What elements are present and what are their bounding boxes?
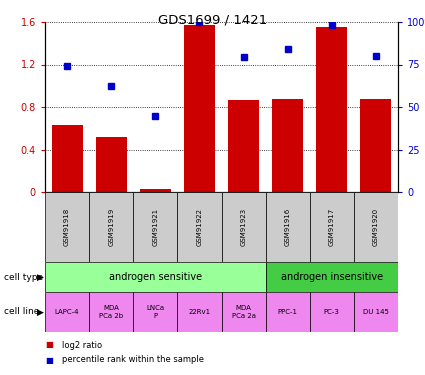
Text: GSM91918: GSM91918	[64, 208, 70, 246]
Bar	[316, 27, 347, 192]
Text: PPC-1: PPC-1	[278, 309, 298, 315]
Bar	[51, 125, 82, 192]
Bar	[228, 100, 259, 192]
Text: GSM91917: GSM91917	[329, 208, 335, 246]
Text: GSM91919: GSM91919	[108, 208, 114, 246]
Bar	[184, 25, 215, 192]
Text: MDA
PCa 2b: MDA PCa 2b	[99, 306, 123, 318]
Text: cell line: cell line	[4, 308, 40, 316]
Text: GSM91923: GSM91923	[241, 208, 246, 246]
Text: DU 145: DU 145	[363, 309, 389, 315]
Text: GDS1699 / 1421: GDS1699 / 1421	[158, 13, 267, 26]
Bar	[272, 99, 303, 192]
Text: ■: ■	[45, 356, 53, 364]
Text: LNCa
P: LNCa P	[146, 306, 164, 318]
Text: ▶: ▶	[37, 273, 44, 282]
Bar	[354, 292, 398, 332]
Text: GSM91922: GSM91922	[196, 208, 202, 246]
Text: log2 ratio: log2 ratio	[62, 340, 102, 350]
Text: ▶: ▶	[37, 308, 44, 316]
Text: GSM91916: GSM91916	[285, 208, 291, 246]
Text: androgen sensitive: androgen sensitive	[109, 272, 202, 282]
Text: percentile rank within the sample: percentile rank within the sample	[62, 356, 204, 364]
Text: GSM91920: GSM91920	[373, 208, 379, 246]
Text: androgen insensitive: androgen insensitive	[281, 272, 383, 282]
Text: LAPC-4: LAPC-4	[55, 309, 79, 315]
Bar	[266, 192, 310, 262]
Bar	[140, 189, 171, 192]
Text: PC-3: PC-3	[324, 309, 340, 315]
Bar	[310, 192, 354, 262]
Bar	[177, 292, 221, 332]
Text: ■: ■	[45, 340, 53, 350]
Bar	[89, 292, 133, 332]
Bar	[45, 192, 89, 262]
Bar	[221, 292, 266, 332]
Bar	[96, 137, 127, 192]
Bar	[266, 292, 310, 332]
Bar	[89, 192, 133, 262]
Text: cell type: cell type	[4, 273, 43, 282]
Bar	[360, 99, 391, 192]
Text: GSM91921: GSM91921	[152, 208, 158, 246]
Bar	[310, 292, 354, 332]
Bar	[266, 262, 398, 292]
Bar	[177, 192, 221, 262]
Bar	[354, 192, 398, 262]
Bar	[133, 192, 177, 262]
Text: 22Rv1: 22Rv1	[188, 309, 210, 315]
Bar	[45, 292, 89, 332]
Text: MDA
PCa 2a: MDA PCa 2a	[232, 306, 255, 318]
Bar	[221, 192, 266, 262]
Bar	[45, 262, 266, 292]
Bar	[133, 292, 177, 332]
